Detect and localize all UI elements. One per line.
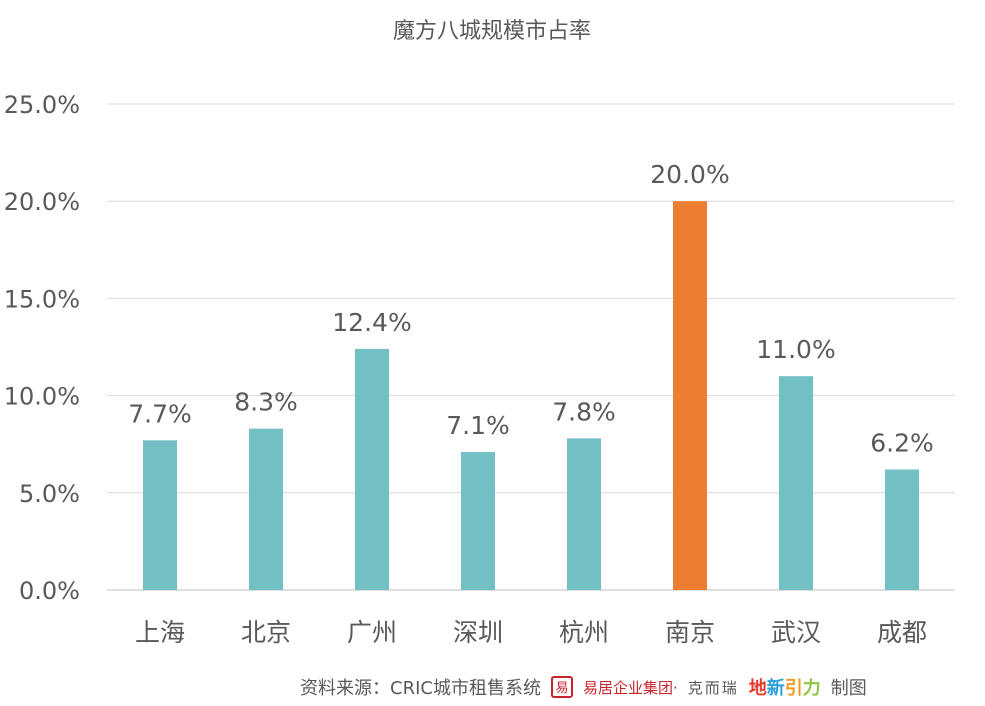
data-label: 12.4% <box>332 308 411 337</box>
y-axis-ticks: 0.0% 5.0% 10.0% 15.0% 20.0% 25.0% <box>4 91 80 605</box>
y-tick-label: 25.0% <box>4 91 80 119</box>
data-label: 11.0% <box>756 335 835 364</box>
data-label: 20.0% <box>650 160 729 189</box>
bar <box>249 428 283 590</box>
brand-company-b: 克而瑞 <box>687 678 739 697</box>
bar <box>779 376 813 590</box>
brand-char: 新 <box>766 678 785 699</box>
brand-char: 引 <box>784 678 803 699</box>
x-tick-label: 深圳 <box>453 618 503 647</box>
gridlines <box>107 103 955 591</box>
x-tick-label: 成都 <box>877 618 927 647</box>
data-labels: 7.7% 8.3% 12.4% 7.1% 7.8% 20.0% 11.0% 6.2% <box>128 160 934 457</box>
brand-logo-text: 地新引力 <box>749 674 821 700</box>
brand-seal-logo: 易 <box>550 676 573 698</box>
x-axis-ticks: 上海 北京 广州 深圳 杭州 南京 武汉 成都 <box>135 618 927 647</box>
y-tick-label: 10.0% <box>4 383 80 411</box>
x-tick-label: 北京 <box>241 618 291 647</box>
data-label: 7.8% <box>552 397 616 426</box>
data-label: 6.2% <box>870 428 934 457</box>
chart-title: 魔方八城规模市占率 <box>393 19 591 44</box>
brand-char: 地 <box>748 678 767 699</box>
bar <box>885 469 919 590</box>
y-tick-label: 5.0% <box>19 480 80 508</box>
made-by-label: 制图 <box>830 678 867 699</box>
brand-company-a: 易居企业集团· <box>582 678 678 697</box>
bar <box>461 451 495 590</box>
y-tick-label: 0.0% <box>19 577 80 605</box>
data-label: 7.7% <box>128 399 192 428</box>
bar <box>567 438 601 590</box>
bar <box>143 440 177 590</box>
data-label: 7.1% <box>446 411 510 440</box>
bar <box>673 201 707 590</box>
source-note: 资料来源：CRIC城市租售系统 <box>300 678 541 699</box>
bar <box>355 348 389 590</box>
x-tick-label: 广州 <box>347 618 397 647</box>
x-tick-label: 杭州 <box>559 618 609 647</box>
x-tick-label: 南京 <box>665 618 715 647</box>
y-tick-label: 20.0% <box>4 188 80 216</box>
x-tick-label: 上海 <box>135 618 185 647</box>
chart-footer: 资料来源：CRIC城市租售系统 易 易居企业集团· 克而瑞 地新引力 制图 <box>300 670 867 704</box>
bars <box>143 201 919 590</box>
x-tick-label: 武汉 <box>771 618 821 647</box>
brand-char: 力 <box>802 678 821 699</box>
data-label: 8.3% <box>234 388 298 417</box>
y-tick-label: 15.0% <box>4 285 80 313</box>
